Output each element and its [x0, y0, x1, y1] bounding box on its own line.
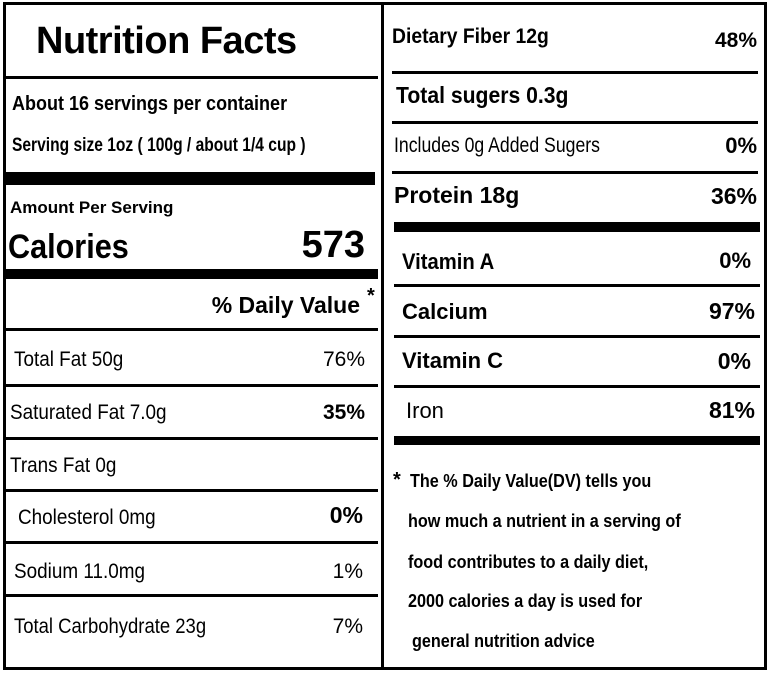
vitamin-dv-calcium: 97% [708, 298, 755, 324]
row-rule [394, 284, 760, 287]
nutrient-dv-cholesterol: 0% [329, 502, 363, 528]
thick-rule-serving [6, 172, 375, 185]
nutrient-label-sodium: Sodium 11.0mg [14, 560, 145, 583]
footnote-line: The % Daily Value(DV) tells you [410, 471, 652, 491]
calories-value: 573 [301, 224, 365, 266]
daily-value-asterisk: * [367, 285, 375, 307]
nutrient-dv-sodium: 1% [332, 560, 363, 583]
column-divider [381, 2, 384, 670]
nutrient-label-cholesterol: Cholesterol 0mg [18, 506, 156, 529]
row-rule [392, 171, 758, 174]
servings-per-container: About 16 servings per container [12, 93, 288, 115]
vitamin-dv-a: 0% [719, 248, 751, 273]
nutrient-label-total-fat: Total Fat 50g [14, 348, 124, 371]
row-rule [6, 594, 378, 597]
nutrient-label-protein: Protein 18g [394, 182, 520, 208]
nutrient-dv-protein: 36% [710, 183, 757, 209]
nutrient-dv-total-fat: 76% [322, 348, 365, 371]
amount-per-serving: Amount Per Serving [10, 198, 174, 217]
serving-size: Serving size 1oz ( 100g / about 1/4 cup … [12, 135, 306, 156]
footnote-line: food contributes to a daily diet, [408, 552, 649, 572]
row-rule [6, 489, 378, 492]
rule-under-dv [6, 328, 378, 331]
row-rule [394, 385, 760, 388]
nutrient-dv-dietary-fiber: 48% [714, 29, 757, 52]
thick-rule-calories [6, 269, 378, 279]
vitamin-dv-c: 0% [717, 348, 751, 374]
row-rule [392, 121, 758, 124]
nutrient-label-total-sugars: Total sugers 0.3g [396, 82, 569, 108]
footnote-line: general nutrition advice [412, 631, 595, 651]
label-border [3, 2, 767, 670]
vitamin-dv-iron: 81% [708, 397, 755, 423]
vitamin-label-calcium: Calcium [402, 299, 488, 324]
thick-rule-protein [394, 222, 760, 232]
row-rule [392, 71, 758, 74]
vitamin-label-iron: Iron [406, 398, 444, 423]
row-rule [394, 335, 760, 338]
footnote-line: 2000 calories a day is used for [408, 591, 643, 611]
nutrient-label-dietary-fiber: Dietary Fiber 12g [392, 25, 549, 48]
footnote-asterisk: * [393, 469, 401, 491]
vitamin-label-c: Vitamin C [402, 348, 504, 373]
nutrient-label-added-sugars: Includes 0g Added Sugers [394, 134, 600, 157]
daily-value-text: % Daily Value [211, 292, 360, 318]
thick-rule-vitamins [394, 436, 760, 445]
vitamin-label-a: Vitamin A [402, 249, 495, 274]
nutrient-label-saturated-fat: Saturated Fat 7.0g [10, 401, 167, 424]
nutrient-label-total-carbohydrate: Total Carbohydrate 23g [14, 615, 207, 638]
row-rule [6, 384, 378, 387]
calories-label: Calories [8, 228, 129, 266]
nutrient-dv-total-carbohydrate: 7% [332, 615, 363, 638]
nutrient-label-trans-fat: Trans Fat 0g [10, 454, 117, 477]
row-rule [6, 541, 378, 544]
rule-under-title [6, 76, 378, 79]
footnote-line: how much a nutrient in a serving of [408, 511, 681, 531]
label-title: Nutrition Facts [36, 20, 297, 62]
nutrient-dv-added-sugars: 0% [725, 133, 757, 158]
row-rule [6, 437, 378, 440]
daily-value-header: % Daily Value [212, 294, 360, 317]
nutrient-dv-saturated-fat: 35% [322, 401, 365, 424]
